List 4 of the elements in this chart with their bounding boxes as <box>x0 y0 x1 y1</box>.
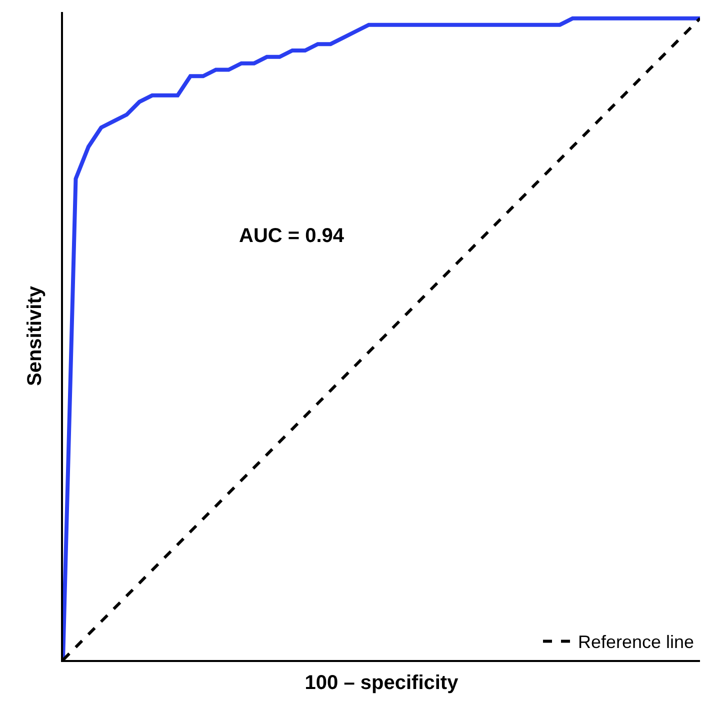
legend-label: Reference line <box>578 632 694 652</box>
y-axis-title: Sensitivity <box>24 285 46 386</box>
annotation: AUC = 0.94 <box>239 225 345 247</box>
x-axis-title: 100 – specificity <box>304 672 460 694</box>
